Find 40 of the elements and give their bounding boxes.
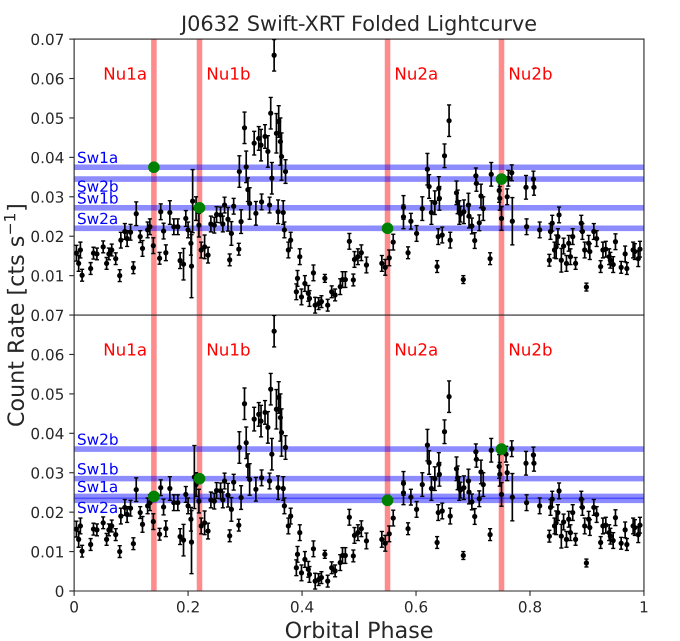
x-tick-label: 0 bbox=[70, 600, 78, 613]
y-tick-label: 0.03 bbox=[31, 191, 64, 203]
ref-line-label: Nu2b bbox=[510, 342, 552, 356]
x-tick-label: 0.8 bbox=[518, 600, 542, 613]
y-tick-label: 0.01 bbox=[31, 270, 63, 282]
ref-line-label: Sw1a bbox=[78, 480, 117, 492]
y-tick-label: 0.05 bbox=[31, 388, 64, 400]
x-tick-label: 0.6 bbox=[404, 600, 428, 613]
y-tick-label: 0.02 bbox=[31, 230, 63, 242]
ref-line-label: Nu1a bbox=[104, 343, 146, 356]
y-tick-label: 0.06 bbox=[31, 72, 64, 85]
y-tick-label: 0.07 bbox=[31, 34, 64, 46]
y-tick-label: 0.04 bbox=[31, 152, 64, 164]
ref-line-label: Nu2b bbox=[510, 66, 552, 80]
x-axis-title: Orbital Phase bbox=[286, 621, 432, 638]
x-tick-label: 1 bbox=[640, 601, 648, 612]
y-tick-label: 0 bbox=[56, 585, 64, 598]
x-tick-label: 0.2 bbox=[176, 600, 199, 613]
ref-line-label: Sw1b bbox=[78, 192, 118, 204]
ref-line-label: Sw2b bbox=[78, 180, 118, 192]
ref-line-label: Sw2a bbox=[78, 212, 117, 224]
y-tick-label: 0.03 bbox=[31, 467, 64, 479]
ref-line-label: Sw1b bbox=[78, 462, 118, 475]
y-tick-label: 0.05 bbox=[31, 112, 64, 124]
y-tick-label: 0.01 bbox=[31, 546, 63, 558]
ref-line-label: Nu1b bbox=[208, 66, 250, 80]
ref-line-label: Sw2a bbox=[78, 502, 117, 514]
y-tick-label: 0.06 bbox=[31, 348, 64, 360]
ref-line-label: Nu2a bbox=[396, 343, 437, 356]
ref-line-label: Sw1a bbox=[78, 152, 117, 164]
ref-line-label: Nu2a bbox=[396, 67, 437, 80]
y-tick-label: 0.04 bbox=[31, 428, 64, 440]
chart-title: J0632 Swift-XRT Folded Lightcurve bbox=[180, 14, 536, 36]
ref-line-label: Nu1b bbox=[208, 342, 250, 356]
ref-line-label: Nu1a bbox=[104, 67, 146, 80]
y-tick-label: 0.02 bbox=[31, 506, 63, 518]
y-tick-label: 0.07 bbox=[31, 310, 64, 322]
x-tick-label: 0.4 bbox=[290, 600, 314, 613]
ref-line-label: Sw2b bbox=[78, 433, 118, 446]
y-axis-title: Count Rate [cts s$^{−1}$] bbox=[4, 205, 27, 426]
